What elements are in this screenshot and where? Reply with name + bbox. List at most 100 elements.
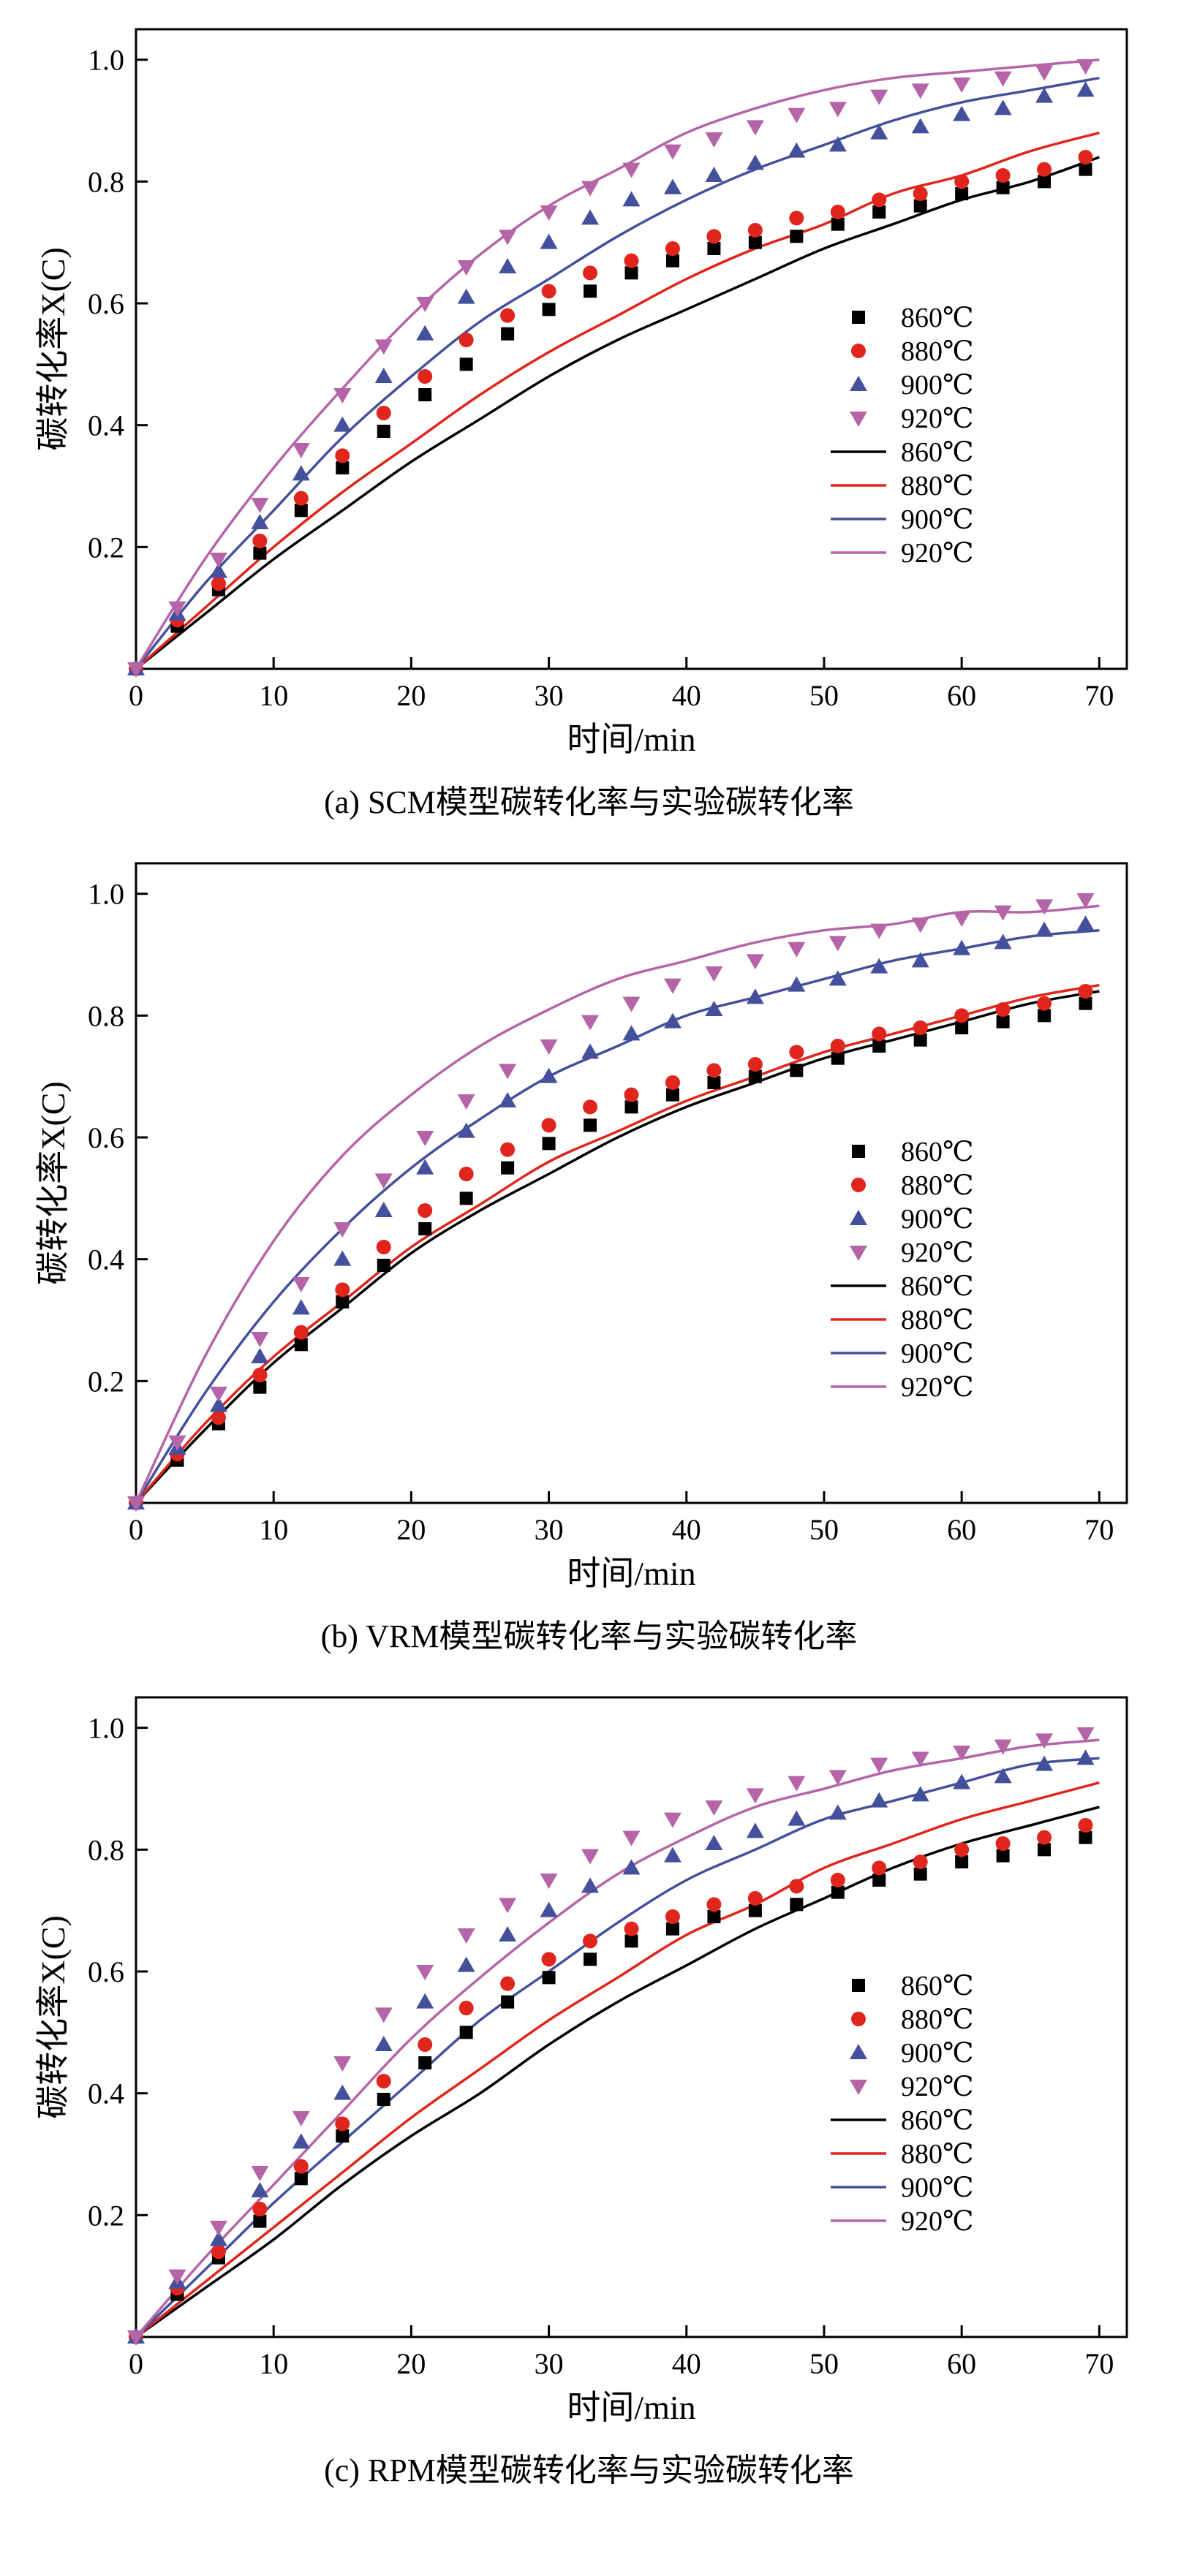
circle-marker bbox=[624, 1087, 638, 1102]
triangle-down-marker bbox=[869, 923, 888, 939]
triangle-up-marker bbox=[704, 1834, 722, 1850]
x-tick-label: 50 bbox=[809, 1513, 838, 1546]
triangle-down-marker bbox=[540, 1873, 558, 1889]
y-tick-label: 0.8 bbox=[88, 999, 124, 1032]
caption-vrm: (b) VRM模型碳转化率与实验碳转化率 bbox=[320, 1618, 858, 1654]
triangle-down-marker bbox=[911, 83, 929, 99]
triangle-up-marker bbox=[250, 1347, 268, 1363]
x-tick-label: 10 bbox=[259, 1513, 288, 1546]
triangle-up-marker bbox=[1076, 915, 1095, 931]
triangle-down-marker bbox=[869, 1757, 888, 1773]
circle-marker bbox=[706, 229, 721, 244]
triangle-down-marker bbox=[952, 1745, 970, 1761]
square-marker bbox=[335, 1295, 349, 1308]
triangle-up-marker bbox=[622, 191, 640, 207]
model-line bbox=[135, 1805, 1100, 2338]
circle-marker bbox=[850, 344, 866, 358]
circle-marker bbox=[293, 1325, 309, 1340]
square-marker bbox=[996, 181, 1010, 194]
triangle-up-marker bbox=[1035, 1755, 1053, 1771]
triangle-up-marker bbox=[457, 1122, 475, 1138]
triangle-up-marker bbox=[994, 1767, 1012, 1783]
circle-marker bbox=[541, 1951, 556, 1966]
circle-marker bbox=[211, 576, 226, 591]
square-marker bbox=[583, 1118, 597, 1132]
x-tick-label: 30 bbox=[534, 2347, 563, 2380]
square-marker bbox=[377, 2092, 390, 2106]
figure-page: 0 10 20 30 40 50 60 70 0.2 0.4 0.6 0.8 1.0 时间/min 碳转化率… bbox=[26, 28, 1152, 2488]
triangle-down-marker bbox=[292, 1276, 310, 1292]
square-marker bbox=[831, 1885, 845, 1899]
x-tick-label: 10 bbox=[259, 2347, 288, 2380]
legend-label: 880℃ bbox=[901, 1305, 974, 1336]
x-axis-title: 时间/min bbox=[567, 1555, 695, 1592]
triangle-up-marker bbox=[457, 288, 475, 304]
legend-label: 920℃ bbox=[901, 1372, 974, 1403]
square-marker bbox=[459, 357, 473, 371]
triangle-down-marker bbox=[167, 2269, 186, 2285]
triangle-up-marker bbox=[787, 976, 805, 992]
circle-marker bbox=[1078, 1817, 1093, 1833]
triangle-up-marker bbox=[250, 2181, 268, 2197]
circle-marker bbox=[850, 2011, 866, 2026]
triangle-down-marker bbox=[415, 1130, 434, 1146]
square-marker bbox=[706, 242, 720, 255]
x-tick-label: 60 bbox=[947, 1513, 976, 1546]
x-axis-title: 时间/min bbox=[567, 721, 695, 758]
y-tick-label: 0.4 bbox=[88, 2077, 124, 2110]
square-marker bbox=[1037, 1842, 1051, 1856]
square-marker bbox=[913, 1867, 927, 1881]
square-marker bbox=[954, 1855, 968, 1868]
triangle-up-marker bbox=[209, 2230, 227, 2246]
triangle-down-marker bbox=[622, 1830, 640, 1846]
circle-marker bbox=[252, 1367, 267, 1382]
triangle-down-marker bbox=[704, 1800, 722, 1816]
y-tick-label: 0.2 bbox=[88, 531, 124, 564]
triangle-down-marker bbox=[292, 443, 310, 458]
triangle-up-marker bbox=[581, 1876, 599, 1893]
triangle-down-marker bbox=[952, 911, 970, 927]
triangle-up-marker bbox=[1076, 81, 1095, 97]
circle-marker bbox=[913, 186, 928, 201]
triangle-up-marker bbox=[498, 1091, 516, 1107]
square-marker bbox=[706, 1075, 720, 1089]
triangle-up-marker bbox=[333, 2084, 351, 2100]
triangle-down-marker bbox=[994, 71, 1012, 87]
circle-marker bbox=[665, 241, 680, 256]
square-marker bbox=[294, 504, 308, 518]
square-marker bbox=[335, 2129, 349, 2143]
legend-label: 920℃ bbox=[901, 2206, 974, 2237]
triangle-down-marker bbox=[849, 1245, 867, 1261]
square-marker bbox=[377, 1258, 390, 1272]
triangle-up-marker bbox=[498, 1925, 516, 1942]
chart-vrm: 0 10 20 30 40 50 60 70 0.2 0.4 0.6 0.8 1.0 时间/min 碳转化率… bbox=[26, 841, 1152, 1616]
square-marker bbox=[252, 546, 266, 560]
circle-marker bbox=[665, 1075, 680, 1090]
circle-marker bbox=[417, 369, 432, 384]
triangle-up-marker bbox=[540, 1067, 558, 1083]
triangle-down-marker bbox=[994, 905, 1012, 921]
square-marker bbox=[789, 1897, 803, 1911]
triangle-up-marker bbox=[994, 933, 1012, 950]
circle-marker bbox=[334, 2115, 350, 2131]
triangle-down-marker bbox=[663, 978, 681, 994]
y-tick-label: 0.6 bbox=[88, 287, 124, 320]
triangle-down-marker bbox=[127, 662, 145, 678]
x-tick-label: 40 bbox=[671, 2347, 701, 2380]
circle-marker bbox=[458, 333, 474, 347]
square-marker bbox=[851, 1978, 865, 1992]
triangle-up-marker bbox=[540, 1901, 558, 1917]
legend-label: 920℃ bbox=[901, 1238, 974, 1268]
y-axis-title: 碳转化率X(C) bbox=[34, 1915, 72, 2119]
x-tick-label: 70 bbox=[1084, 1513, 1114, 1546]
triangle-up-marker bbox=[704, 167, 722, 182]
model-curves bbox=[135, 58, 1100, 670]
triangle-down-marker bbox=[622, 996, 640, 1012]
triangle-down-marker bbox=[869, 89, 888, 105]
square-marker bbox=[459, 1192, 473, 1205]
circle-marker bbox=[582, 1099, 597, 1115]
circle-marker bbox=[417, 1202, 432, 1218]
triangle-down-marker bbox=[1035, 65, 1053, 81]
experimental-points bbox=[127, 59, 1095, 678]
